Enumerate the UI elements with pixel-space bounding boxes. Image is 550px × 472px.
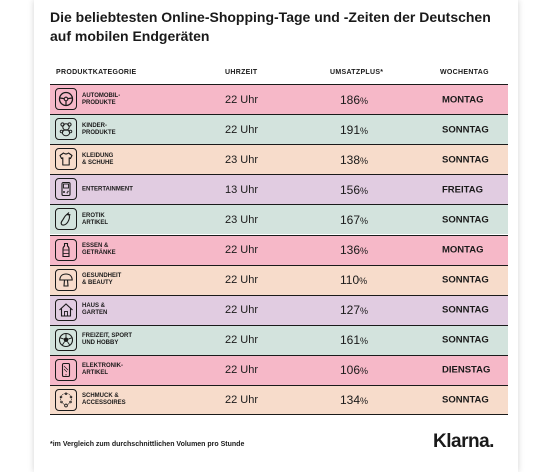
increase-value: 136 [340,243,361,257]
increase-cell: 156% [340,183,368,197]
time-cell: 22 Uhr [225,334,259,347]
increase-value: 156 [340,182,361,197]
steering-wheel-icon [55,88,77,110]
weekday-cell: MONTAG [442,94,484,105]
increase-unit: % [360,336,369,347]
increase-cell: 134% [340,393,368,407]
increase-value: 191 [340,122,361,137]
time-cell: 22 Uhr [225,93,259,106]
increase-unit: % [360,95,369,106]
weekday-cell: SONNTAG [442,154,489,166]
increase-unit: % [360,396,369,406]
increase-cell: 167% [340,213,368,227]
time-cell: 22 Uhr [225,394,259,406]
increase-unit: % [360,155,369,166]
category-label: GESUNDHEIT & BEAUTY [82,273,122,287]
table-row: KINDER- PRODUKTE 22 Uhr 191% SONNTAG [50,114,508,145]
t-shirt-icon [55,148,77,171]
increase-unit: % [360,306,369,317]
footnote: *im Vergleich zum durchschnittlichen Vol… [50,441,245,448]
category-label: FREIZEIT, SPORT UND HOBBY [82,333,133,347]
header-time: UHRZEIT [225,69,258,76]
category-label: ELEKTRONIK- ARTIKEL [82,363,123,377]
category-label: KLEIDUNG & SCHUHE [82,152,114,166]
header-weekday: WOCHENTAG [440,69,489,76]
table-row: FREIZEIT, SPORT UND HOBBY 22 Uhr 161% SONNT… [50,324,508,355]
brand-logo: Klarna. [433,431,494,452]
weekday-cell: FREITAG [442,184,483,196]
increase-cell: 138% [340,153,368,167]
table-row: KLEIDUNG & SCHUHE 23 Uhr 138% SONNTAG [50,144,508,175]
increase-cell: 161% [340,333,368,347]
increase-cell: 127% [340,303,368,317]
header-category: PRODUKTKATEGORIE [56,69,137,76]
category-label: EROTIK ARTIKEL [82,212,108,226]
weekday-cell: SONNTAG [442,124,489,136]
weekday-cell: SONNTAG [442,214,489,226]
table-row: ENTERTAINMENT 13 Uhr 156% FREITAG [50,174,508,205]
increase-unit: % [360,125,369,136]
table-row: AUTOMOBIL- PRODUKTE 22 Uhr 186% MONTAG [50,84,508,114]
increase-value: 134 [340,393,361,407]
smartphone-icon [55,358,77,381]
time-cell: 23 Uhr [225,153,259,166]
increase-value: 138 [340,152,361,167]
increase-unit: % [360,366,369,377]
category-label: SCHMUCK & ACCESSOIRES [82,393,126,406]
header-increase: UMSATZPLUS* [330,69,384,76]
bottle-icon [55,238,77,261]
increase-value: 106 [340,363,361,378]
increase-cell: 191% [340,123,368,137]
increase-value: 161 [340,333,361,348]
increase-unit: % [359,276,368,287]
football-icon [55,328,77,351]
increase-cell: 136% [340,243,368,257]
table-row: EROTIK ARTIKEL 23 Uhr 167% SONNTAG [50,204,508,235]
mushroom-icon [55,268,77,291]
table-row: HAUS & GARTEN 22 Uhr 127% SONNTAG [50,294,508,325]
teddy-bear-icon [55,118,77,141]
category-label: ENTERTAINMENT [82,186,133,193]
weekday-cell: SONNTAG [442,304,489,316]
weekday-cell: MONTAG [442,244,484,256]
category-label: KINDER- PRODUKTE [82,122,116,136]
time-cell: 23 Uhr [225,213,259,226]
weekday-cell: DIENSTAG [442,364,491,376]
weekday-cell: SONNTAG [442,274,489,286]
time-cell: 22 Uhr [225,244,259,256]
eggplant-icon [55,208,77,231]
increase-cell: 186% [340,93,368,107]
increase-cell: 106% [340,363,368,377]
table-row: ESSEN & GETRÄNKE 22 Uhr 136% MONTAG [50,234,508,265]
increase-value: 127 [340,303,361,318]
category-label: HAUS & GARTEN [82,303,108,317]
time-cell: 22 Uhr [225,123,259,136]
infographic-card: Die beliebtesten Online-Shopping-Tage un… [34,0,518,472]
time-cell: 13 Uhr [225,183,259,196]
category-label: AUTOMOBIL- PRODUKTE [82,92,121,106]
time-cell: 22 Uhr [225,304,259,317]
weekday-cell: SONNTAG [442,394,489,406]
necklace-icon [55,389,77,411]
category-label: ESSEN & GETRÄNKE [82,243,116,256]
weekday-cell: SONNTAG [442,334,489,346]
table-row: SCHMUCK & ACCESSOIRES 22 Uhr 134% SONNTAG [50,385,508,415]
increase-cell: 110% [340,273,367,287]
increase-unit: % [360,246,369,256]
chart-title: Die beliebtesten Online-Shopping-Tage un… [50,9,491,44]
increase-unit: % [360,185,369,196]
increase-value: 110 [340,273,360,288]
increase-unit: % [360,215,369,226]
increase-value: 167 [340,212,361,227]
house-icon [55,298,77,321]
increase-value: 186 [340,92,361,107]
table-row: ELEKTRONIK- ARTIKEL 22 Uhr 106% DIENSTAG [50,354,508,385]
time-cell: 22 Uhr [225,274,259,287]
table-row: GESUNDHEIT & BEAUTY 22 Uhr 110% SONNTAG [50,264,508,295]
time-cell: 22 Uhr [225,364,259,377]
gameboy-icon [55,178,77,201]
